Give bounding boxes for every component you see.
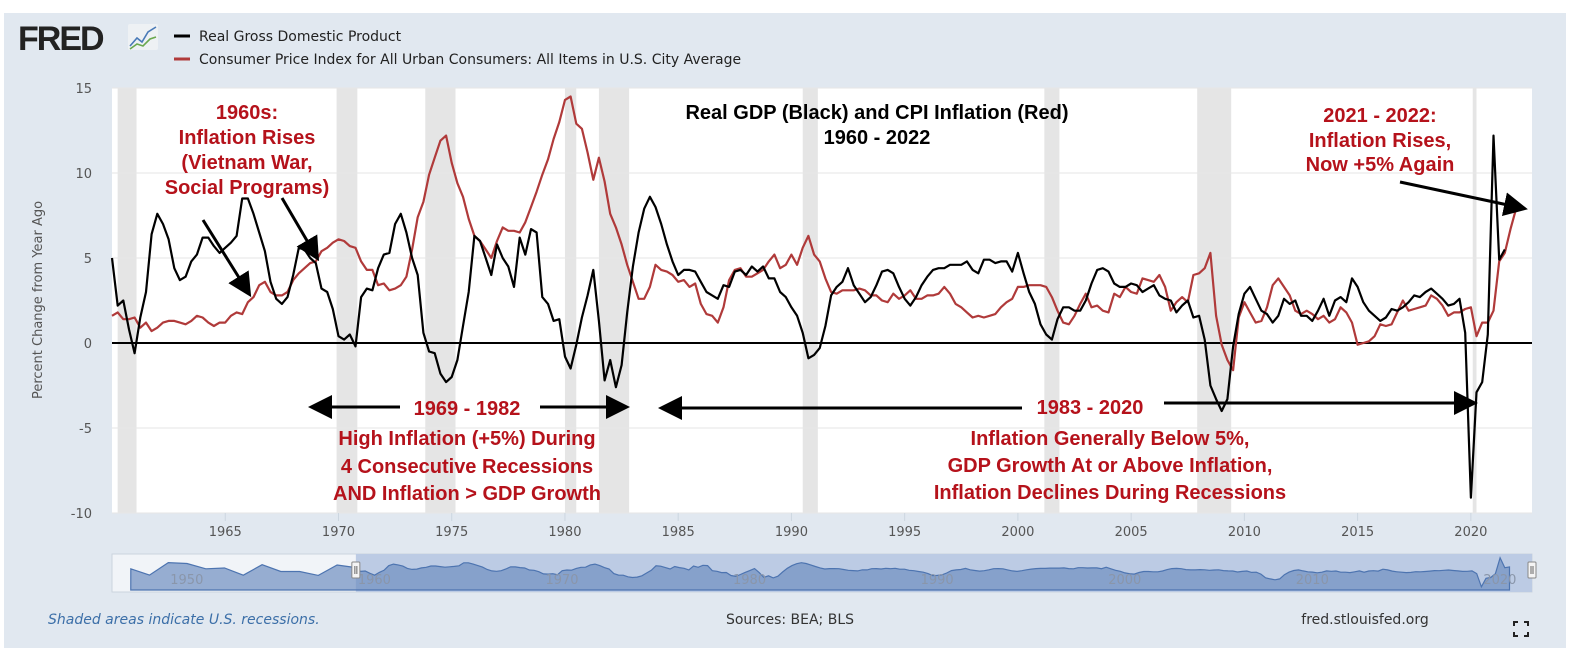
cpi-line xyxy=(111,95,1518,372)
y-tick-label: 10 xyxy=(75,167,92,182)
y-tick-label: -5 xyxy=(79,422,92,437)
svg-text:High Inflation (+5%) During: High Inflation (+5%) During xyxy=(338,428,595,450)
svg-text:1983 - 2020: 1983 - 2020 xyxy=(1037,397,1144,419)
x-tick-label: 1990 xyxy=(775,525,808,540)
navigator-series xyxy=(130,556,1511,591)
x-tick-label: 1980 xyxy=(548,525,581,540)
navigator-label: 1990 xyxy=(921,573,954,588)
y-tick-label: -10 xyxy=(71,507,92,522)
navigator-label: 1960 xyxy=(358,573,391,588)
x-tick-label: 2015 xyxy=(1341,525,1374,540)
annotation-2021: 2021 - 2022: Inflation Rises, Now +5% Ag… xyxy=(1306,105,1455,176)
svg-text:1960s:: 1960s: xyxy=(216,102,278,124)
fred-logo[interactable]: FRED xyxy=(18,20,158,58)
site-link[interactable]: fred.stlouisfed.org xyxy=(1301,612,1428,628)
y-tick-label: 0 xyxy=(84,337,92,352)
recession-band xyxy=(117,88,137,513)
svg-text:Inflation Rises: Inflation Rises xyxy=(179,127,316,149)
recession-band xyxy=(598,88,630,513)
svg-text:1969 - 1982: 1969 - 1982 xyxy=(414,398,521,420)
annotation-1960s: 1960s: Inflation Rises (Vietnam War, Soc… xyxy=(165,102,330,199)
x-tick-label: 1985 xyxy=(662,525,695,540)
legend: Real Gross Domestic Product Consumer Pri… xyxy=(174,29,741,68)
svg-text:AND Inflation > GDP Growth: AND Inflation > GDP Growth xyxy=(333,483,601,505)
annotation-1983-2020: 1983 - 2020 Inflation Generally Below 5%… xyxy=(934,397,1286,504)
y-axis-label: Percent Change from Year Ago xyxy=(31,201,46,399)
x-tick-label: 2010 xyxy=(1228,525,1261,540)
y-tick-label: 15 xyxy=(75,82,92,97)
navigator-label: 1950 xyxy=(170,573,203,588)
chart-title: Real GDP (Black) and CPI Inflation (Red) xyxy=(685,102,1068,124)
svg-text:Inflation Declines During Rece: Inflation Declines During Recessions xyxy=(934,482,1286,504)
series-lines xyxy=(110,95,1518,499)
x-tick-label: 1995 xyxy=(888,525,921,540)
recession-note: Shaded areas indicate U.S. recessions. xyxy=(48,612,320,628)
arrow-icon xyxy=(1399,180,1528,216)
svg-text:GDP Growth At or Above Inflati: GDP Growth At or Above Inflation, xyxy=(948,455,1273,477)
navigator-label: 1970 xyxy=(545,573,578,588)
svg-text:4 Consecutive Recessions: 4 Consecutive Recessions xyxy=(341,456,593,478)
recession-band xyxy=(1044,88,1060,513)
y-tick-label: 5 xyxy=(84,252,92,267)
x-tick-label: 1965 xyxy=(209,525,242,540)
svg-text:2021 - 2022:: 2021 - 2022: xyxy=(1323,105,1436,127)
range-navigator[interactable]: 1950 1960 1970 1980 1990 2000 2010 2020 xyxy=(111,553,1537,593)
navigator-handle[interactable] xyxy=(351,561,361,579)
gdp-line xyxy=(110,134,1506,499)
x-tick-label: 2005 xyxy=(1115,525,1148,540)
recession-band xyxy=(1472,88,1477,513)
navigator-handle[interactable] xyxy=(1527,561,1537,579)
svg-text:Inflation Rises,: Inflation Rises, xyxy=(1309,130,1451,152)
recession-band xyxy=(802,88,818,513)
recession-band xyxy=(564,88,577,513)
navigator-label: 1980 xyxy=(733,573,766,588)
annotation-1969-1982: 1969 - 1982 High Inflation (+5%) During … xyxy=(333,398,601,505)
arrow-icon xyxy=(201,219,252,298)
svg-text:Now +5% Again: Now +5% Again xyxy=(1306,154,1455,176)
svg-text:FRED: FRED xyxy=(18,20,104,58)
x-tick-label: 2000 xyxy=(1001,525,1034,540)
navigator-label: 2020 xyxy=(1483,573,1516,588)
navigator-label: 2000 xyxy=(1108,573,1141,588)
x-tick-label: 2020 xyxy=(1454,525,1487,540)
x-tick-label: 1975 xyxy=(435,525,468,540)
x-ticks: 1965 1970 1975 1980 1985 1990 1995 2000 2005 2010… xyxy=(209,513,1487,540)
fullscreen-icon[interactable] xyxy=(1510,618,1532,640)
x-tick-label: 1970 xyxy=(322,525,355,540)
svg-text:Inflation Generally Below 5%,: Inflation Generally Below 5%, xyxy=(971,428,1250,450)
svg-text:(Vietnam War,: (Vietnam War, xyxy=(181,152,312,174)
annotation-arrows xyxy=(201,180,1528,420)
y-ticks: 15 10 5 0 -5 -10 xyxy=(71,82,92,522)
sources: Sources: BEA; BLS xyxy=(726,612,854,628)
arrow-icon xyxy=(280,197,320,262)
chart-subtitle: 1960 - 2022 xyxy=(824,127,931,149)
svg-text:Social Programs): Social Programs) xyxy=(165,177,330,199)
legend-cpi: Consumer Price Index for All Urban Consu… xyxy=(199,52,741,68)
navigator-label: 2010 xyxy=(1296,573,1329,588)
legend-gdp: Real Gross Domestic Product xyxy=(199,29,402,45)
